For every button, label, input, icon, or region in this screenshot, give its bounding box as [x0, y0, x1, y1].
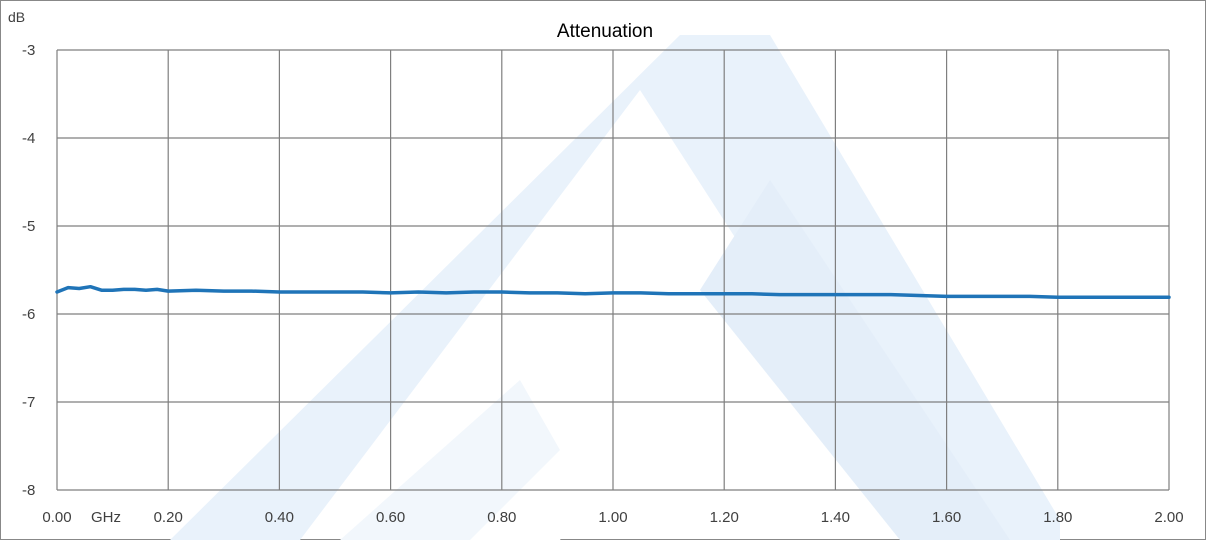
x-axis-unit: GHz: [91, 509, 121, 526]
x-tick-label: 1.80: [1043, 509, 1072, 526]
y-tick-label: -8: [22, 482, 35, 499]
x-tick-label: 1.40: [821, 509, 850, 526]
y-tick-label: -6: [22, 306, 35, 323]
y-tick-label: -3: [22, 42, 35, 59]
x-tick-label: 0.20: [154, 509, 183, 526]
y-axis-unit: dB: [8, 9, 25, 25]
x-tick-label: 0.60: [376, 509, 405, 526]
y-tick-label: -5: [22, 218, 35, 235]
label-layer: 0.00 0.20 0.40 0.60 0.80 1.00 1.20 1.40 1.60 1.80…: [22, 42, 1184, 526]
y-tick-label: -7: [22, 394, 35, 411]
watermark-logo: [170, 35, 1060, 540]
x-tick-label: 1.00: [598, 509, 627, 526]
series-layer: [55, 284, 1171, 300]
y-tick-label: -4: [22, 130, 35, 147]
x-tick-label: 0.80: [487, 509, 516, 526]
x-tick-label: 1.60: [932, 509, 961, 526]
chart-title: Attenuation: [557, 21, 653, 42]
x-tick-label: 2.00: [1154, 509, 1183, 526]
x-tick-label: 0.40: [265, 509, 294, 526]
attenuation-series-line: [55, 284, 1171, 300]
grid-layer: [56, 49, 1170, 491]
x-tick-label: 1.20: [710, 509, 739, 526]
x-tick-label: 0.00: [42, 509, 71, 526]
